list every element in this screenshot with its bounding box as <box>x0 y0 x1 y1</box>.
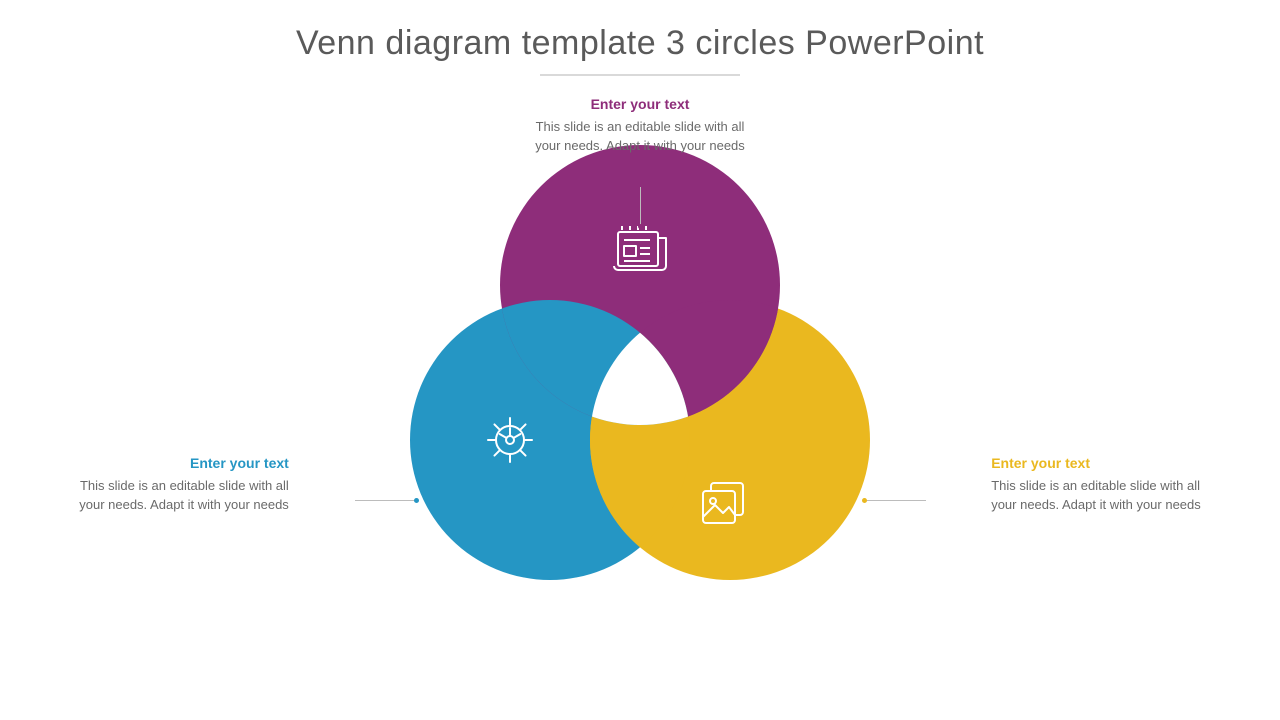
label-left-body: This slide is an editable slide with all… <box>69 477 289 515</box>
label-left-heading: Enter your text <box>69 455 289 471</box>
label-top-body: This slide is an editable slide with all… <box>530 118 750 156</box>
page-title: Venn diagram template 3 circles PowerPoi… <box>0 24 1280 63</box>
label-right-heading: Enter your text <box>991 455 1211 471</box>
leader-line-right <box>866 500 926 501</box>
title-underline <box>540 74 740 76</box>
label-right-body: This slide is an editable slide with all… <box>991 477 1211 515</box>
leader-dot-top <box>638 224 643 229</box>
label-top: Enter your text This slide is an editabl… <box>530 96 750 156</box>
leader-dot-right <box>862 498 867 503</box>
leader-line-top <box>640 187 641 225</box>
label-right: Enter your text This slide is an editabl… <box>991 455 1211 515</box>
leader-line-left <box>355 500 415 501</box>
label-left: Enter your text This slide is an editabl… <box>69 455 289 515</box>
leader-dot-left <box>414 498 419 503</box>
label-top-heading: Enter your text <box>530 96 750 112</box>
